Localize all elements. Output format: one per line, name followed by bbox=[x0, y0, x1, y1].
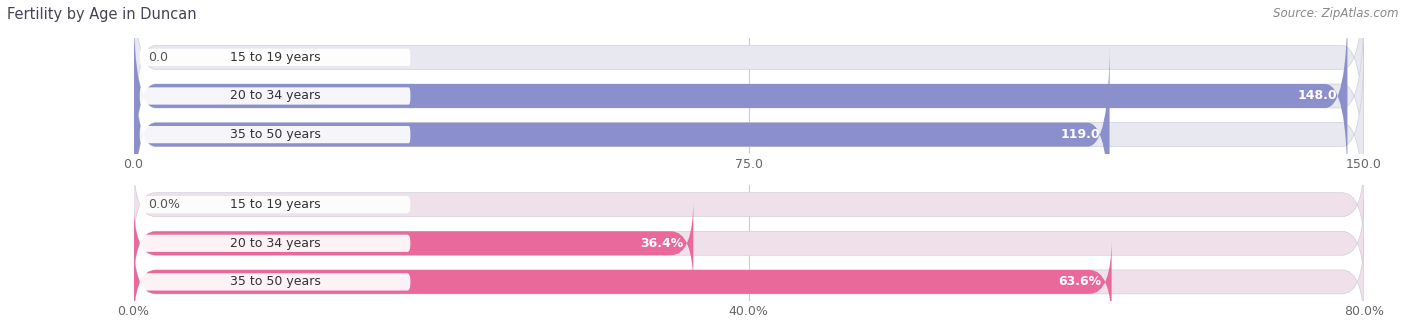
Text: 0.0: 0.0 bbox=[149, 51, 169, 64]
Text: 20 to 34 years: 20 to 34 years bbox=[229, 237, 321, 250]
FancyBboxPatch shape bbox=[134, 238, 1364, 325]
FancyBboxPatch shape bbox=[139, 235, 411, 252]
FancyBboxPatch shape bbox=[134, 42, 1364, 227]
FancyBboxPatch shape bbox=[139, 49, 411, 66]
Text: 20 to 34 years: 20 to 34 years bbox=[229, 89, 321, 103]
FancyBboxPatch shape bbox=[139, 87, 411, 105]
FancyBboxPatch shape bbox=[134, 238, 1112, 325]
FancyBboxPatch shape bbox=[134, 200, 1364, 287]
Text: 36.4%: 36.4% bbox=[640, 237, 683, 250]
FancyBboxPatch shape bbox=[139, 273, 411, 291]
Text: 148.0: 148.0 bbox=[1298, 89, 1337, 103]
Text: 63.6%: 63.6% bbox=[1059, 275, 1102, 288]
FancyBboxPatch shape bbox=[134, 4, 1347, 188]
Text: 0.0%: 0.0% bbox=[149, 198, 180, 211]
Text: 35 to 50 years: 35 to 50 years bbox=[229, 128, 321, 141]
FancyBboxPatch shape bbox=[134, 4, 1364, 188]
FancyBboxPatch shape bbox=[134, 42, 1109, 227]
Text: Source: ZipAtlas.com: Source: ZipAtlas.com bbox=[1274, 7, 1399, 20]
FancyBboxPatch shape bbox=[134, 0, 1364, 150]
Text: 15 to 19 years: 15 to 19 years bbox=[229, 198, 321, 211]
Text: Fertility by Age in Duncan: Fertility by Age in Duncan bbox=[7, 7, 197, 22]
FancyBboxPatch shape bbox=[134, 200, 693, 287]
Text: 15 to 19 years: 15 to 19 years bbox=[229, 51, 321, 64]
Text: 119.0: 119.0 bbox=[1060, 128, 1099, 141]
FancyBboxPatch shape bbox=[134, 161, 1364, 248]
Text: 35 to 50 years: 35 to 50 years bbox=[229, 275, 321, 288]
FancyBboxPatch shape bbox=[139, 126, 411, 143]
FancyBboxPatch shape bbox=[139, 196, 411, 213]
